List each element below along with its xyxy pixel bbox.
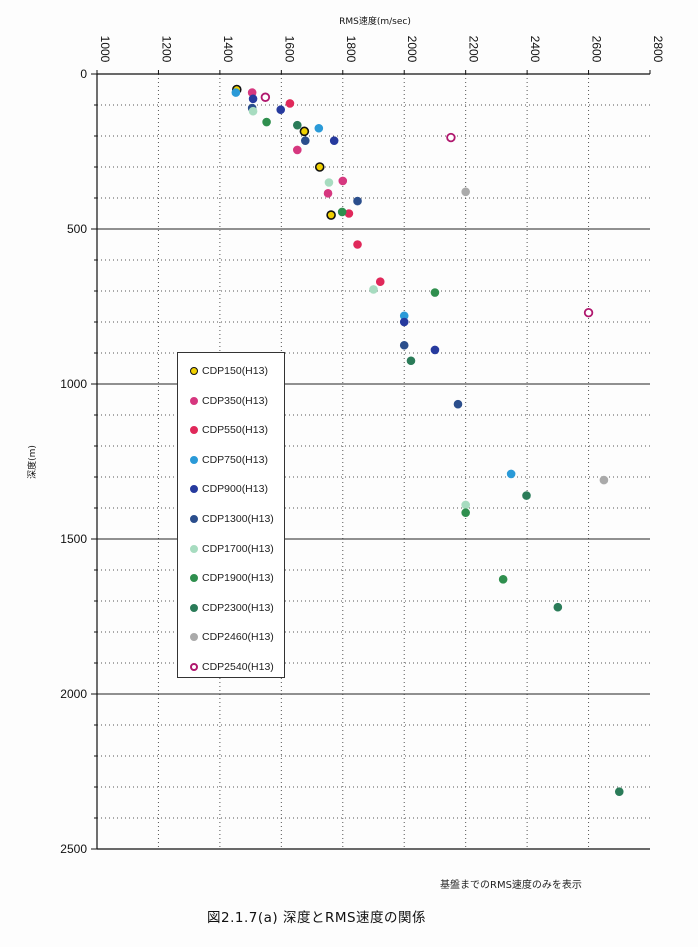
x-tick-label: 1800 [344, 36, 358, 63]
data-point [299, 126, 310, 137]
x-axis-label: RMS速度(m/sec) [339, 15, 411, 27]
y-tick-label: 0 [80, 67, 87, 81]
figure-caption: 図2.1.7(a) 深度とRMS速度の関係 [207, 910, 427, 926]
data-point [337, 207, 347, 217]
data-point [353, 196, 362, 206]
legend-marker [190, 515, 198, 523]
chart-note: 基盤までのRMS速度のみを表示 [440, 880, 582, 891]
data-point [614, 787, 624, 796]
axes [91, 70, 651, 850]
data-point [248, 106, 258, 116]
data-point [329, 136, 339, 145]
data-point [323, 189, 333, 198]
x-tick-labels: 1000 1200 1400 1600 1800 2000 2200 2400 2600 2800 [98, 36, 665, 63]
legend-marker [190, 455, 198, 464]
legend-label: CDP1900(H13) [202, 572, 274, 585]
legend-label: CDP2460(H13) [202, 631, 274, 644]
legend-label: CDP900(H13) [202, 483, 268, 496]
data-point [338, 176, 348, 186]
data-point [300, 136, 310, 145]
data-point [260, 92, 271, 102]
data-point [314, 123, 324, 133]
data-point [461, 500, 470, 510]
data-points [231, 84, 624, 796]
x-tick-label: 2400 [528, 36, 542, 63]
x-tick-label: 1200 [159, 36, 173, 63]
legend-item: CDP550(H13) [190, 422, 268, 438]
y-tick-label: 1500 [60, 532, 87, 546]
legend-marker [190, 396, 198, 405]
legend-item: CDP1700(H13) [190, 541, 274, 557]
legend-label: CDP2300(H13) [202, 601, 274, 614]
y-tick-label: 1000 [60, 377, 87, 391]
x-tick-label: 1000 [98, 36, 112, 63]
legend-marker [190, 544, 198, 553]
data-point [314, 162, 325, 172]
data-point [430, 345, 440, 355]
legend-item: CDP750(H13) [190, 452, 268, 468]
legend-item: CDP150(H13) [190, 363, 268, 379]
x-tick-label: 1600 [282, 36, 296, 63]
data-point [324, 178, 334, 187]
x-tick-label: 2200 [467, 36, 481, 63]
x-tick-label: 2000 [405, 36, 419, 63]
data-point [506, 469, 516, 479]
legend-item: CDP900(H13) [190, 481, 268, 497]
y-tick-labels: 0 500 1000 1500 2000 2500 [60, 67, 87, 856]
data-point [285, 99, 295, 108]
legend: CDP150(H13) CDP350(H13) CDP550(H13) CDP750(… [177, 352, 285, 678]
legend-label: CDP1700(H13) [202, 542, 274, 555]
data-point [498, 574, 508, 584]
data-point [583, 308, 594, 318]
legend-marker [190, 663, 198, 671]
y-axis-label: 深度(m) [26, 445, 38, 479]
legend-label: CDP1300(H13) [202, 513, 274, 525]
legend-marker [190, 633, 198, 642]
data-point [248, 94, 258, 104]
data-point [293, 145, 302, 155]
y-tick-label: 2500 [60, 842, 87, 856]
data-point [461, 508, 470, 517]
data-point [430, 288, 440, 297]
legend-label: CDP750(H13) [202, 453, 268, 466]
data-point [369, 285, 378, 294]
legend-item: CDP1900(H13) [190, 570, 274, 586]
data-point [461, 187, 470, 197]
legend-item: CDP2460(H13) [190, 629, 274, 645]
data-point [522, 491, 531, 500]
legend-marker [190, 574, 198, 583]
legend-item: CDP2540(H13) [190, 659, 274, 675]
data-point [446, 132, 456, 143]
legend-label: CDP550(H13) [202, 424, 268, 437]
legend-item: CDP2300(H13) [190, 600, 274, 616]
data-point [406, 356, 416, 366]
legend-marker [190, 367, 198, 375]
data-point [453, 399, 463, 409]
legend-label: CDP350(H13) [202, 394, 268, 407]
data-point [326, 210, 336, 220]
legend-item: CDP1300(H13) [190, 511, 274, 527]
x-tick-label: 2800 [651, 36, 665, 63]
y-tick-label: 2000 [60, 687, 87, 701]
legend-label: CDP2540(H13) [202, 661, 274, 673]
legend-marker [190, 603, 198, 612]
legend-item: CDP350(H13) [190, 393, 268, 409]
data-point [293, 120, 302, 130]
data-point [599, 475, 609, 485]
data-point [262, 117, 271, 127]
legend-label: CDP150(H13) [202, 365, 268, 377]
data-point [399, 340, 409, 350]
data-point [276, 105, 286, 114]
data-point [231, 88, 241, 97]
data-point [353, 240, 362, 249]
y-tick-label: 500 [67, 222, 87, 236]
data-point [375, 277, 385, 287]
legend-marker [190, 485, 198, 494]
legend-marker [190, 426, 198, 435]
data-point [399, 317, 409, 327]
x-tick-label: 1400 [221, 36, 235, 63]
data-point [553, 602, 563, 612]
x-tick-label: 2600 [590, 36, 604, 63]
